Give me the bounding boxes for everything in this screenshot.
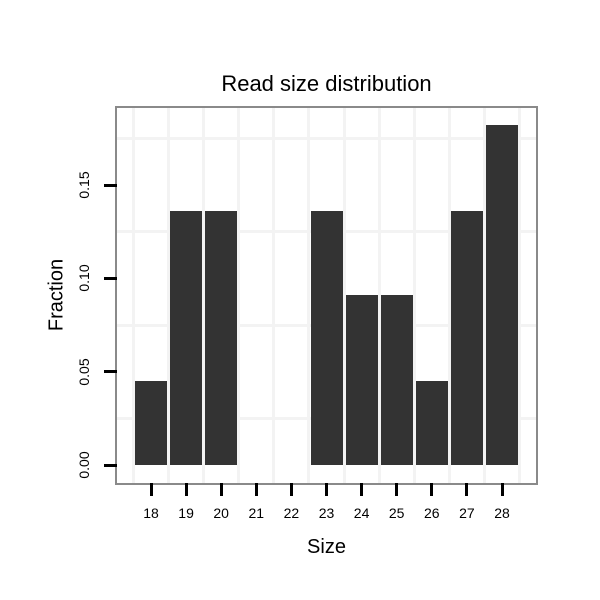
y-tick-label: 0.15 [76, 171, 92, 199]
gridline-minor-vertical [307, 108, 311, 483]
gridline-minor-vertical [412, 108, 416, 483]
bar [450, 211, 483, 465]
x-tick-label: 19 [178, 505, 194, 521]
x-tick-label: 24 [353, 505, 370, 521]
gridline-minor-vertical [447, 108, 451, 483]
x-tick-mark [465, 483, 469, 496]
bar [135, 381, 167, 465]
y-tick-label: 0.10 [76, 264, 92, 292]
bar [170, 211, 203, 465]
x-tick-mark [430, 483, 434, 496]
bar [380, 295, 413, 465]
x-tick-label: 22 [283, 505, 300, 521]
x-tick-mark [184, 483, 188, 496]
bar [486, 125, 518, 465]
plot-panel [115, 106, 538, 485]
bar [415, 381, 448, 465]
x-tick-mark [289, 483, 293, 496]
gridline-minor-vertical [237, 108, 241, 483]
y-axis-title: Fraction [45, 258, 68, 332]
x-tick-label: 21 [248, 505, 265, 521]
y-tick-mark [104, 370, 117, 374]
bar [345, 295, 378, 465]
x-tick-label: 27 [459, 505, 475, 521]
x-tick-label: 20 [213, 505, 229, 521]
x-axis-title: Size [307, 536, 346, 558]
x-tick-mark [500, 483, 504, 496]
x-tick-label: 26 [424, 505, 440, 521]
x-tick-mark [254, 483, 258, 496]
bar [310, 211, 343, 465]
gridline-minor-vertical [131, 108, 135, 483]
gridline-minor-vertical [377, 108, 381, 483]
x-tick-label: 25 [388, 505, 405, 521]
y-tick-label: 0.05 [76, 358, 92, 386]
x-tick-mark [395, 483, 399, 496]
gridline-minor-vertical [272, 108, 276, 483]
y-tick-label: 0.00 [76, 451, 92, 479]
gridline-minor-horizontal [117, 136, 536, 140]
gridline-minor-vertical [167, 108, 171, 483]
y-tick-mark [104, 276, 117, 280]
x-tick-mark [149, 483, 153, 496]
gridline-minor-vertical [202, 108, 206, 483]
gridline-minor-vertical [518, 108, 522, 483]
x-tick-label: 18 [143, 505, 159, 521]
y-tick-mark [104, 183, 117, 187]
gridline-minor-vertical [342, 108, 346, 483]
y-tick-mark [104, 463, 117, 467]
x-tick-mark [360, 483, 364, 496]
x-tick-label: 28 [494, 505, 510, 521]
x-tick-label: 23 [318, 505, 335, 521]
bar [205, 211, 238, 465]
chart-title: Read size distribution [221, 71, 432, 96]
x-tick-mark [325, 483, 328, 496]
x-tick-mark [219, 483, 223, 496]
gridline-minor-vertical [482, 108, 486, 483]
